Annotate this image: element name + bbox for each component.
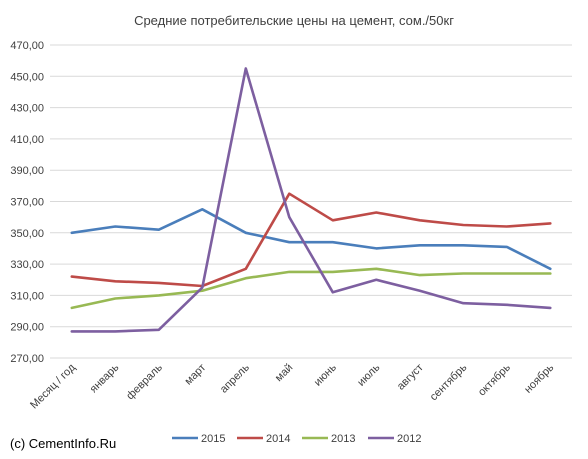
legend-label-2013: 2013 bbox=[331, 433, 355, 445]
y-tick-label: 290,00 bbox=[10, 322, 44, 334]
x-tick-label: июнь bbox=[312, 361, 339, 388]
x-tick-label: октябрь bbox=[476, 361, 513, 398]
x-tick-label: ноябрь bbox=[522, 361, 556, 395]
y-tick-label: 370,00 bbox=[10, 197, 44, 209]
x-tick-label: май bbox=[273, 362, 296, 385]
series-line-2014 bbox=[70, 192, 552, 288]
x-tick-label: январь bbox=[88, 361, 122, 395]
credit-text: (c) CementInfo.Ru bbox=[10, 436, 116, 451]
y-axis-ticks: 270,00 290,00 310,00 330,00 350,00 370,00 390,… bbox=[10, 40, 44, 365]
y-tick-label: 410,00 bbox=[10, 134, 44, 146]
y-tick-label: 390,00 bbox=[10, 165, 44, 177]
x-tick-label: август bbox=[395, 362, 426, 393]
x-axis-ticks: Месяц / год январь февраль март апрель май июн… bbox=[28, 361, 556, 411]
series-line-2013 bbox=[70, 267, 552, 310]
x-tick-label: февраль bbox=[124, 361, 165, 402]
x-tick-label: сентябрь bbox=[428, 361, 470, 403]
gridlines bbox=[50, 44, 572, 359]
series-line-2015 bbox=[70, 208, 552, 271]
y-tick-label: 310,00 bbox=[10, 290, 44, 302]
legend-label-2012: 2012 bbox=[397, 433, 421, 445]
legend: 2015 2014 2013 2012 bbox=[172, 433, 421, 445]
x-tick-label: июль bbox=[355, 361, 382, 388]
x-tick-label: март bbox=[182, 362, 208, 388]
y-tick-label: 450,00 bbox=[10, 71, 44, 83]
series-lines bbox=[70, 67, 552, 333]
y-tick-label: 350,00 bbox=[10, 228, 44, 240]
legend-label-2015: 2015 bbox=[201, 433, 225, 445]
y-tick-label: 270,00 bbox=[10, 353, 44, 365]
y-tick-label: 470,00 bbox=[10, 40, 44, 52]
legend-label-2014: 2014 bbox=[266, 433, 290, 445]
chart-title: Средние потребительские цены на цемент, … bbox=[134, 13, 454, 28]
y-tick-label: 330,00 bbox=[10, 259, 44, 271]
series-line-2012 bbox=[70, 67, 552, 333]
y-tick-label: 430,00 bbox=[10, 103, 44, 115]
x-tick-label: апрель bbox=[218, 361, 252, 395]
x-tick-label: Месяц / год bbox=[28, 361, 78, 411]
